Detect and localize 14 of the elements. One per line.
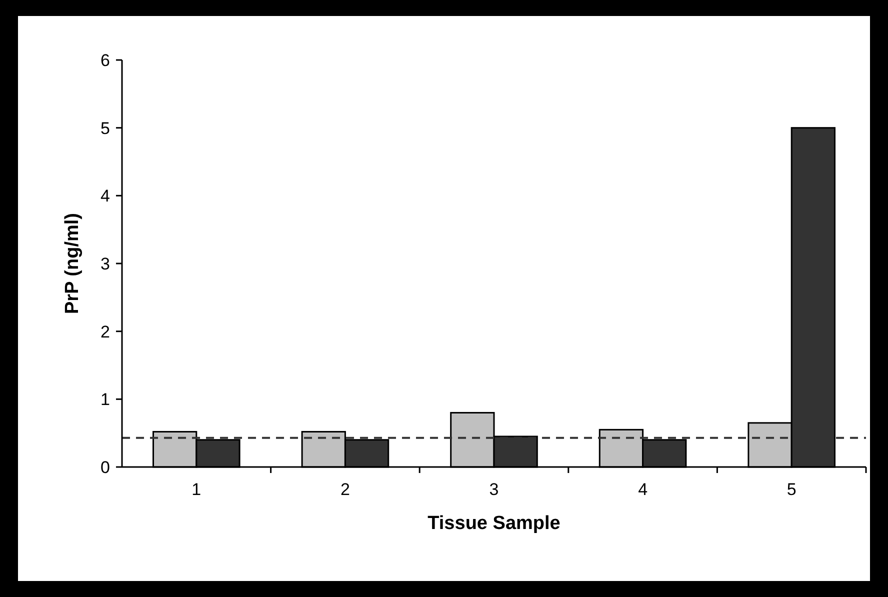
x-tick-label: 5 <box>786 480 796 499</box>
y-tick-label: 6 <box>100 50 110 70</box>
x-tick-label: 4 <box>638 480 648 499</box>
y-tick-label: 4 <box>100 186 110 206</box>
y-axis-title: PrP (ng/ml) <box>62 213 83 314</box>
x-tick-label: 1 <box>192 480 202 499</box>
x-tick-label: 2 <box>340 480 350 499</box>
y-tick-label: 1 <box>100 390 110 410</box>
x-tick-label: 3 <box>489 480 499 499</box>
y-tick-label: 0 <box>100 458 110 477</box>
y-tick-label: 3 <box>100 254 110 274</box>
x-axis-title: Tissue Sample <box>428 513 560 534</box>
y-tick-label: 2 <box>100 322 110 342</box>
y-tick-label: 5 <box>100 118 110 138</box>
